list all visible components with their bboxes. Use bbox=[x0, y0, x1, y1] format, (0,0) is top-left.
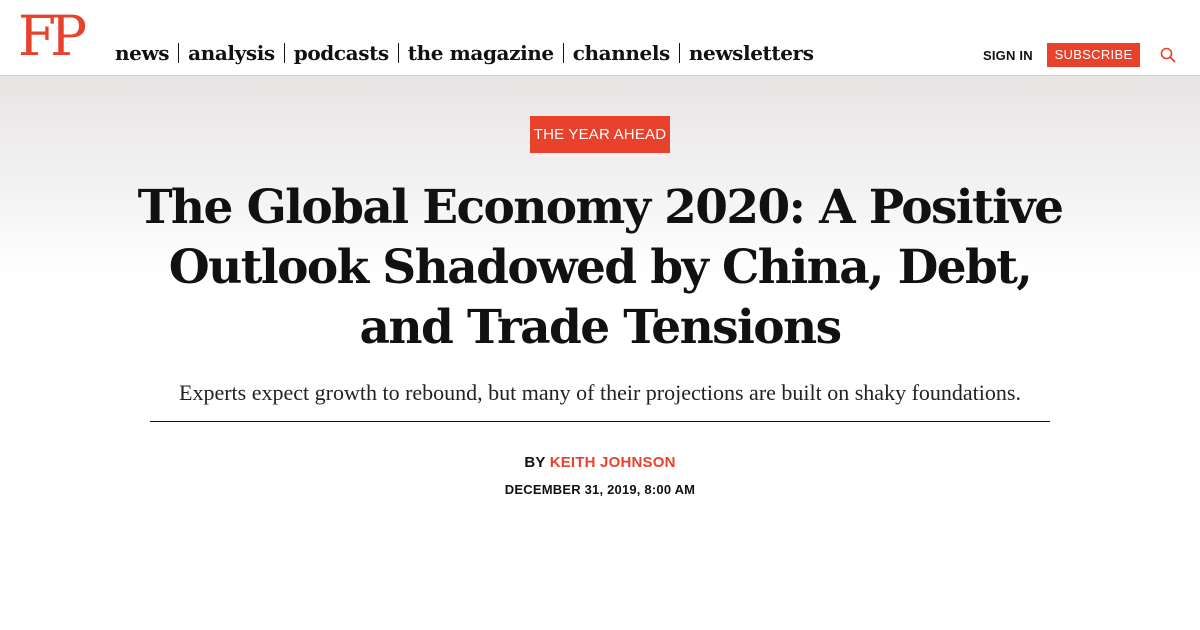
author-link[interactable]: KEITH JOHNSON bbox=[549, 454, 676, 471]
nav-divider bbox=[283, 43, 285, 63]
subscribe-button[interactable]: SUBSCRIBE bbox=[1047, 43, 1140, 67]
nav-divider bbox=[562, 43, 564, 63]
nav-news[interactable]: news bbox=[115, 41, 170, 65]
nav-channels[interactable]: channels bbox=[572, 41, 671, 65]
search-icon[interactable] bbox=[1160, 47, 1176, 63]
nav-divider bbox=[678, 43, 680, 63]
article-headline: The Global Economy 2020: A Positive Outl… bbox=[137, 180, 1064, 355]
article-hero: THE YEAR AHEAD The Global Economy 2020: … bbox=[0, 76, 1200, 630]
nav-divider bbox=[178, 43, 180, 63]
headline-divider bbox=[150, 421, 1050, 422]
sign-in-link[interactable]: SIGN IN bbox=[983, 48, 1033, 63]
article-dek: Experts expect growth to rebound, but ma… bbox=[179, 380, 1021, 405]
byline-prefix: BY bbox=[524, 454, 550, 471]
main-nav: news analysis podcasts the magazine chan… bbox=[115, 40, 814, 66]
byline: BY KEITH JOHNSON bbox=[300, 453, 900, 473]
nav-podcasts[interactable]: podcasts bbox=[293, 41, 389, 65]
nav-analysis[interactable]: analysis bbox=[188, 41, 275, 65]
nav-newsletters[interactable]: newsletters bbox=[688, 41, 814, 65]
publish-date: DECEMBER 31, 2019, 8:00 AM bbox=[504, 482, 696, 497]
nav-divider bbox=[397, 43, 399, 63]
site-header: FP news analysis podcasts the magazine c… bbox=[0, 0, 1200, 76]
fp-logo[interactable]: FP bbox=[18, 4, 87, 68]
category-tag[interactable]: THE YEAR AHEAD bbox=[530, 116, 670, 153]
nav-the-magazine[interactable]: the magazine bbox=[407, 41, 554, 65]
